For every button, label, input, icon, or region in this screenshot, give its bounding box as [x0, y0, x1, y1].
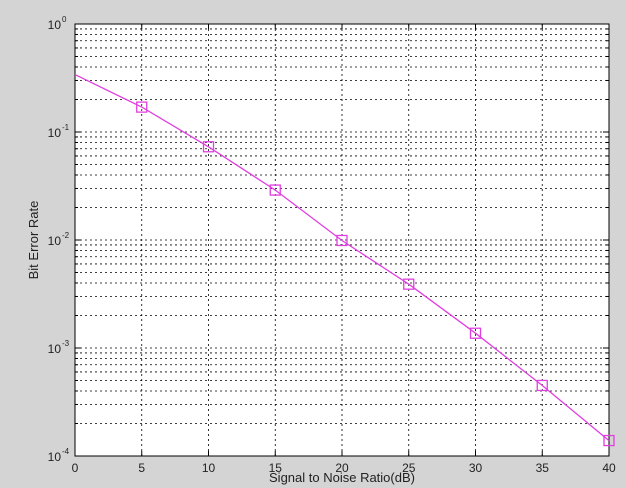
series-line	[74, 74, 610, 442]
y-tick-exponent: -3	[62, 339, 70, 348]
y-tick-label: 10	[48, 342, 62, 356]
y-tick-exponent: -2	[62, 231, 70, 240]
x-tick-label: 25	[402, 461, 416, 475]
series-marker	[269, 184, 281, 196]
y-tick-exponent: -1	[62, 123, 70, 132]
series-marker	[469, 327, 482, 339]
axis-ticks	[74, 24, 610, 456]
series-marker	[603, 434, 615, 447]
x-tick-label: 35	[536, 461, 550, 475]
y-tick-label: 10	[48, 450, 62, 464]
x-tick-label: 0	[72, 461, 79, 475]
series-marker	[403, 278, 415, 290]
y-tick-label: 10	[48, 18, 62, 32]
y-axis-label: Bit Error Rate	[26, 201, 41, 280]
x-tick-label: 15	[269, 461, 283, 475]
x-tick-label: 20	[335, 461, 349, 475]
series-marker	[336, 234, 348, 247]
x-tick-label: 30	[469, 461, 483, 475]
series-marker	[202, 141, 215, 153]
y-tick-exponent: 0	[62, 15, 67, 24]
series-layer	[74, 74, 615, 447]
x-tick-label: 5	[138, 461, 145, 475]
x-tick-label: 40	[602, 461, 616, 475]
x-tick-label: 10	[202, 461, 216, 475]
y-tick-label: 10	[48, 234, 62, 248]
y-tick-exponent: -4	[62, 447, 70, 456]
series-marker	[136, 101, 148, 113]
y-tick-label: 10	[48, 126, 62, 140]
x-axis-label: Signal to Noise Ratio(dB)	[269, 470, 415, 485]
series-marker	[536, 379, 548, 392]
